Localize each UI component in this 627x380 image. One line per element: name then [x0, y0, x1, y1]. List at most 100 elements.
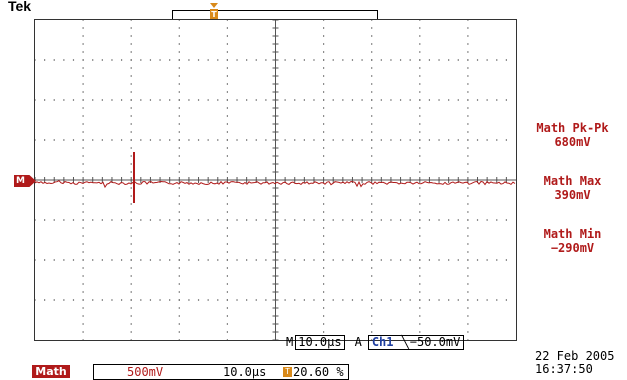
- grid-dot: [130, 203, 132, 205]
- grid-dot: [428, 259, 431, 261]
- grid-dot: [486, 259, 488, 261]
- grid-dot: [178, 20, 180, 21]
- grid-dot: [197, 59, 200, 61]
- grid-dot: [82, 331, 84, 333]
- grid-dot: [82, 171, 84, 173]
- grid-dot: [130, 123, 132, 125]
- math-channel-badge[interactable]: Math: [32, 365, 70, 378]
- grid-dot: [130, 131, 132, 133]
- grid-dot: [419, 27, 421, 29]
- grid-dot: [130, 171, 132, 173]
- grid-dot: [476, 59, 479, 61]
- grid-dot: [178, 331, 180, 333]
- grid-dot: [371, 43, 373, 45]
- grid-dot: [371, 227, 373, 229]
- trigger-glyph-icon: T: [283, 367, 292, 377]
- grid-dot: [399, 139, 402, 141]
- grid-dot: [467, 267, 469, 269]
- grid-dot: [178, 107, 180, 109]
- grid-dot: [419, 315, 421, 317]
- grid-dot: [178, 195, 180, 197]
- trigger-level: −50.0mV: [409, 335, 461, 349]
- grid-dot: [82, 187, 84, 189]
- timebase-readout: M 10.0µs A Ch1 ╲ −50.0mV: [286, 335, 465, 350]
- waveform-display[interactable]: [34, 19, 517, 341]
- grid-dot: [505, 219, 507, 221]
- grid-dot: [63, 259, 65, 261]
- grid-dot: [130, 20, 132, 21]
- grid-dot: [82, 227, 84, 229]
- grid-dot: [371, 27, 373, 29]
- grid-dot: [419, 83, 421, 85]
- grid-dot: [226, 195, 228, 197]
- grid-dot: [467, 27, 469, 29]
- grid-dot: [419, 115, 421, 117]
- grid-dot: [323, 323, 325, 325]
- grid-dot: [419, 91, 421, 93]
- grid-dot: [178, 251, 180, 253]
- grid-dot: [419, 59, 421, 61]
- grid-dot: [130, 315, 132, 317]
- grid-dot: [130, 307, 132, 309]
- math-waveform: [35, 180, 516, 189]
- grid-dot: [178, 267, 180, 269]
- grid-dot: [178, 339, 180, 340]
- grid-dot: [390, 139, 392, 141]
- grid-dot: [467, 163, 469, 165]
- grid-dot: [380, 259, 382, 261]
- grid-dot: [236, 259, 238, 261]
- grid-dot: [130, 299, 132, 301]
- grid-dot: [419, 235, 421, 237]
- grid-dot: [409, 259, 411, 261]
- grid-dot: [323, 315, 325, 317]
- grid-dot: [130, 235, 132, 237]
- grid-dot: [323, 131, 325, 133]
- grid-dot: [140, 219, 142, 221]
- grid-dot: [505, 99, 507, 101]
- grid-dot: [72, 259, 75, 261]
- grid-dot: [438, 99, 440, 101]
- grid-dot: [419, 227, 421, 229]
- grid-dot: [342, 139, 344, 141]
- grid-dot: [294, 299, 296, 301]
- grid-dot: [101, 219, 103, 221]
- grid-dot: [323, 91, 325, 93]
- grid-dot: [380, 299, 382, 301]
- grid-dot: [226, 267, 228, 269]
- grid-dot: [120, 99, 123, 101]
- grid-dot: [323, 187, 325, 189]
- grid-dot: [323, 211, 325, 213]
- grid-dot: [419, 75, 421, 77]
- grid-dot: [226, 299, 228, 301]
- trigger-readout: Ch1 ╲ −50.0mV: [367, 335, 465, 350]
- grid-dot: [419, 67, 421, 69]
- grid-dot: [428, 99, 431, 101]
- grid-dot: [371, 315, 373, 317]
- grid-dot: [371, 163, 373, 165]
- grid-dot: [467, 323, 469, 325]
- grid-dot: [111, 259, 113, 261]
- measurement-pk-pk: Math Pk-Pk 680mV: [520, 121, 625, 149]
- grid-dot: [438, 259, 440, 261]
- grid-dot: [371, 51, 373, 53]
- grid-dot: [323, 283, 325, 285]
- grid-dot: [226, 43, 228, 45]
- grid-dot: [467, 147, 469, 149]
- grid-dot: [226, 107, 228, 109]
- grid-dot: [53, 219, 55, 221]
- grid-dot: [371, 35, 373, 37]
- grid-dot: [467, 187, 469, 189]
- grid-dot: [399, 219, 402, 221]
- grid-dot: [226, 251, 228, 253]
- grid-dot: [371, 323, 373, 325]
- grid-dot: [63, 59, 65, 61]
- grid-dot: [323, 20, 325, 21]
- grid-dot: [467, 99, 469, 101]
- math-ground-marker[interactable]: M: [14, 175, 36, 187]
- grid-dot: [130, 211, 132, 213]
- grid-dot: [428, 219, 431, 221]
- grid-dot: [197, 219, 200, 221]
- grid-dot: [130, 227, 132, 229]
- grid-dot: [120, 219, 123, 221]
- grid-dot: [140, 299, 142, 301]
